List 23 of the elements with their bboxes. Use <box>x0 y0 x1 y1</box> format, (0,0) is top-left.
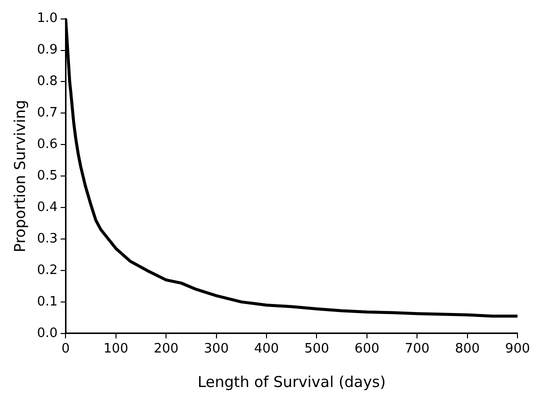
x-tick-label: 300 <box>204 342 229 357</box>
y-tick-label: 0.6 <box>36 137 58 152</box>
y-tick-label: 1.0 <box>36 11 58 26</box>
y-tick-label: 0.1 <box>36 294 58 310</box>
x-tick-label: 0 <box>62 342 70 357</box>
y-tick-label: 0.4 <box>36 200 58 215</box>
y-tick-label: 0.9 <box>36 42 58 58</box>
x-tick-label: 500 <box>304 342 330 357</box>
y-tick-label: 0.0 <box>36 326 58 341</box>
x-tick-label: 700 <box>404 342 430 357</box>
y-tick-label: 0.2 <box>36 262 58 278</box>
x-tick-label: 200 <box>154 342 179 357</box>
y-tick-label: 0.8 <box>36 74 58 90</box>
x-tick-label: 800 <box>454 342 480 357</box>
x-tick-label: 900 <box>505 342 530 357</box>
x-tick-label: 100 <box>103 342 128 357</box>
y-axis-title: Proportion Surviving <box>10 100 29 252</box>
y-tick-label: 0.3 <box>36 231 58 246</box>
x-tick-label: 400 <box>254 342 279 357</box>
x-axis-title: Length of Survival (days) <box>198 372 386 391</box>
y-tick-label: 0.5 <box>36 168 58 184</box>
y-tick-label: 0.7 <box>36 106 58 121</box>
x-tick-label: 600 <box>354 342 380 357</box>
